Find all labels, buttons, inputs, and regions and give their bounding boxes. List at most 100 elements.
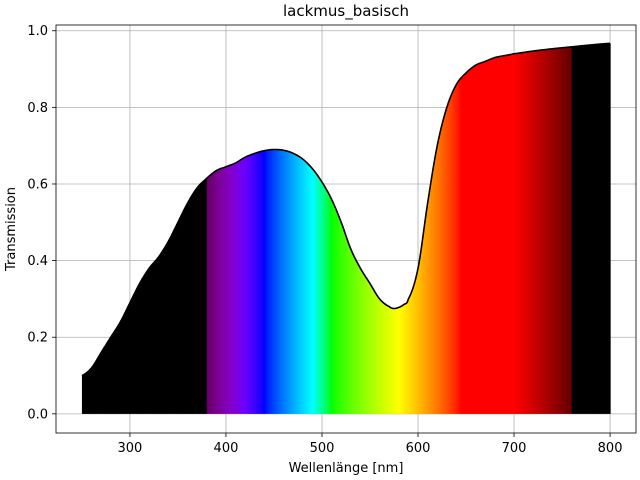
x-tick-label: 500	[310, 441, 335, 456]
spectrum-band	[518, 53, 521, 414]
spectrum-band	[551, 48, 554, 414]
spectrum-band	[103, 348, 105, 414]
spectrum-band	[391, 308, 393, 414]
spectrum-band	[425, 212, 428, 414]
spectrum-band	[119, 322, 121, 414]
spectrum-band	[93, 364, 96, 414]
spectrum-band	[148, 268, 150, 414]
spectrum-band	[468, 69, 471, 414]
spectrum-band	[445, 108, 448, 414]
spectrum-band	[416, 274, 418, 414]
spectrum-band	[132, 295, 135, 414]
spectrum-band	[316, 174, 318, 414]
spectrum-band	[222, 167, 224, 414]
spectrum-band	[359, 267, 362, 414]
spectrum-band	[556, 48, 558, 414]
spectrum-band	[336, 211, 338, 414]
spectrum-band	[118, 324, 120, 414]
spectrum-band	[318, 176, 320, 414]
spectrum-band	[179, 217, 182, 414]
spectrum-band	[385, 304, 387, 414]
spectrum-band	[201, 182, 204, 414]
spectrum-band	[431, 175, 434, 414]
spectrum-band	[463, 75, 465, 414]
spectrum-band	[99, 354, 101, 414]
spectrum-band	[506, 55, 508, 414]
spectrum-band	[294, 154, 296, 414]
spectrum-band	[575, 46, 578, 414]
spectrum-band	[494, 57, 497, 414]
spectrum-band	[605, 43, 607, 414]
spectrum-band	[227, 165, 230, 414]
spectrum-band	[291, 152, 293, 414]
spectrum-band	[600, 43, 603, 414]
spectrum-band	[130, 299, 133, 414]
spectrum-band	[566, 47, 569, 414]
spectrum-band	[423, 226, 426, 414]
spectrum-band	[350, 250, 353, 414]
spectrum-band	[104, 347, 106, 414]
x-tick-label: 400	[214, 441, 239, 456]
spectrum-band	[472, 66, 475, 414]
spectrum-band	[427, 200, 430, 414]
spectrum-band	[511, 54, 513, 414]
spectrum-band	[360, 269, 362, 414]
spectrum-band	[392, 308, 394, 414]
spectrum-band	[456, 83, 458, 414]
spectrum-band	[226, 166, 229, 414]
spectrum-band	[236, 162, 239, 414]
spectrum-band	[114, 330, 117, 414]
spectrum-band	[428, 193, 431, 414]
spectrum-band	[535, 50, 537, 414]
spectrum-band	[105, 344, 108, 414]
spectrum-band	[300, 157, 303, 414]
spectrum-band	[374, 292, 377, 414]
spectrum-band	[520, 52, 523, 414]
spectrum-band	[531, 51, 533, 414]
spectrum-band	[191, 195, 193, 414]
spectrum-band	[263, 150, 265, 414]
spectrum-band	[184, 207, 187, 414]
spectrum-band	[515, 53, 517, 414]
spectrum-band	[434, 158, 436, 414]
spectrum-band	[490, 59, 492, 414]
spectrum-band	[574, 46, 577, 414]
spectrum-band	[495, 57, 498, 414]
spectrum-band	[510, 54, 512, 414]
spectrum-band	[447, 102, 450, 414]
spectrum-band	[435, 153, 437, 414]
spectrum-band	[379, 299, 382, 414]
spectrum-band	[133, 293, 136, 414]
spectrum-band	[491, 58, 493, 414]
spectrum-band	[151, 265, 153, 414]
spectrum-band	[607, 43, 609, 414]
spectrum-band	[565, 47, 568, 414]
spectrum-band	[341, 223, 343, 414]
spectrum-band	[299, 157, 302, 414]
spectrum-band	[485, 61, 487, 414]
spectrum-band	[248, 155, 250, 414]
spectrum-band	[521, 52, 524, 414]
spectrum-band	[177, 221, 180, 414]
spectrum-band	[501, 56, 504, 414]
spectrum-band	[206, 177, 209, 414]
y-tick-label: 0.4	[27, 254, 48, 269]
spectrum-band	[95, 361, 97, 414]
spectrum-band	[128, 305, 130, 414]
spectrum-band	[476, 64, 479, 414]
spectrum-band	[255, 152, 258, 414]
spectrum-band	[568, 47, 571, 414]
spectrum-band	[98, 356, 100, 414]
spectrum-band	[539, 50, 542, 414]
spectrum-band	[414, 282, 416, 414]
spectrum-band	[183, 209, 186, 414]
spectrum-band	[407, 300, 410, 414]
spectrum-band	[249, 155, 251, 414]
x-tick-label: 600	[406, 441, 431, 456]
spectrum-band	[351, 252, 354, 414]
spectrum-band	[583, 45, 585, 414]
spectrum-band	[292, 153, 294, 414]
spectrum-band	[268, 149, 270, 414]
y-axis-ticks: 0.0 0.2 0.4 0.6 0.8 1.0	[27, 24, 56, 422]
